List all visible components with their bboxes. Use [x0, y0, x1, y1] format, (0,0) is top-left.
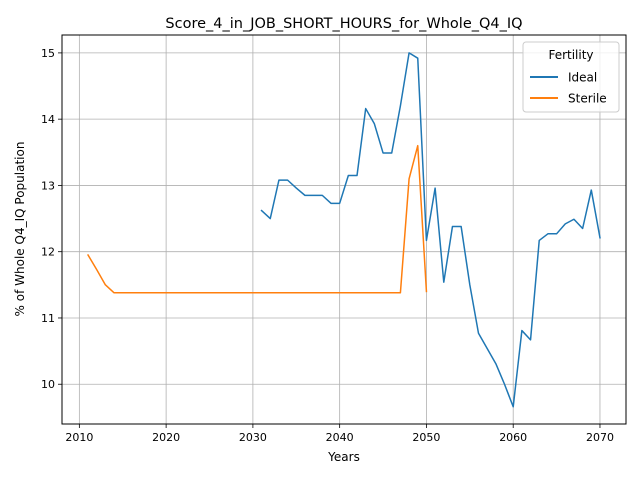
x-tick-label: 2020 [152, 431, 180, 444]
x-tick-label: 2010 [65, 431, 93, 444]
legend-title: Fertility [548, 48, 593, 62]
legend-label-sterile: Sterile [568, 92, 607, 106]
legend-box [522, 41, 620, 113]
plot-frame [61, 34, 627, 425]
y-tick-label: 12 [41, 246, 55, 259]
chart-title: Score_4_in_JOB_SHORT_HOURS_for_Whole_Q4_… [165, 16, 522, 32]
y-tick-label: 15 [41, 47, 55, 60]
y-tick-label: 11 [41, 312, 55, 325]
y-tick-label: 13 [41, 179, 55, 192]
x-axis-ticks: 2010 2020 2030 2040 2050 2060 2070 [65, 424, 614, 444]
legend-label-ideal: Ideal [568, 71, 597, 85]
grid-lines [62, 35, 626, 424]
x-tick-label: 2060 [499, 431, 527, 444]
y-axis-label: % of Whole Q4_IQ Population [13, 142, 27, 317]
x-axis-label: Years [327, 450, 360, 464]
legend: Fertility Ideal Sterile [522, 41, 620, 113]
y-tick-label: 10 [41, 378, 55, 391]
series-line-sterile [87, 144, 428, 294]
x-tick-label: 2030 [239, 431, 267, 444]
x-tick-label: 2040 [326, 431, 354, 444]
series-layer [87, 52, 601, 408]
y-tick-label: 14 [41, 113, 55, 126]
series-line-ideal [260, 52, 601, 408]
x-tick-label: 2070 [586, 431, 614, 444]
x-tick-label: 2050 [412, 431, 440, 444]
y-axis-ticks: 10 11 12 13 14 15 [41, 47, 62, 391]
